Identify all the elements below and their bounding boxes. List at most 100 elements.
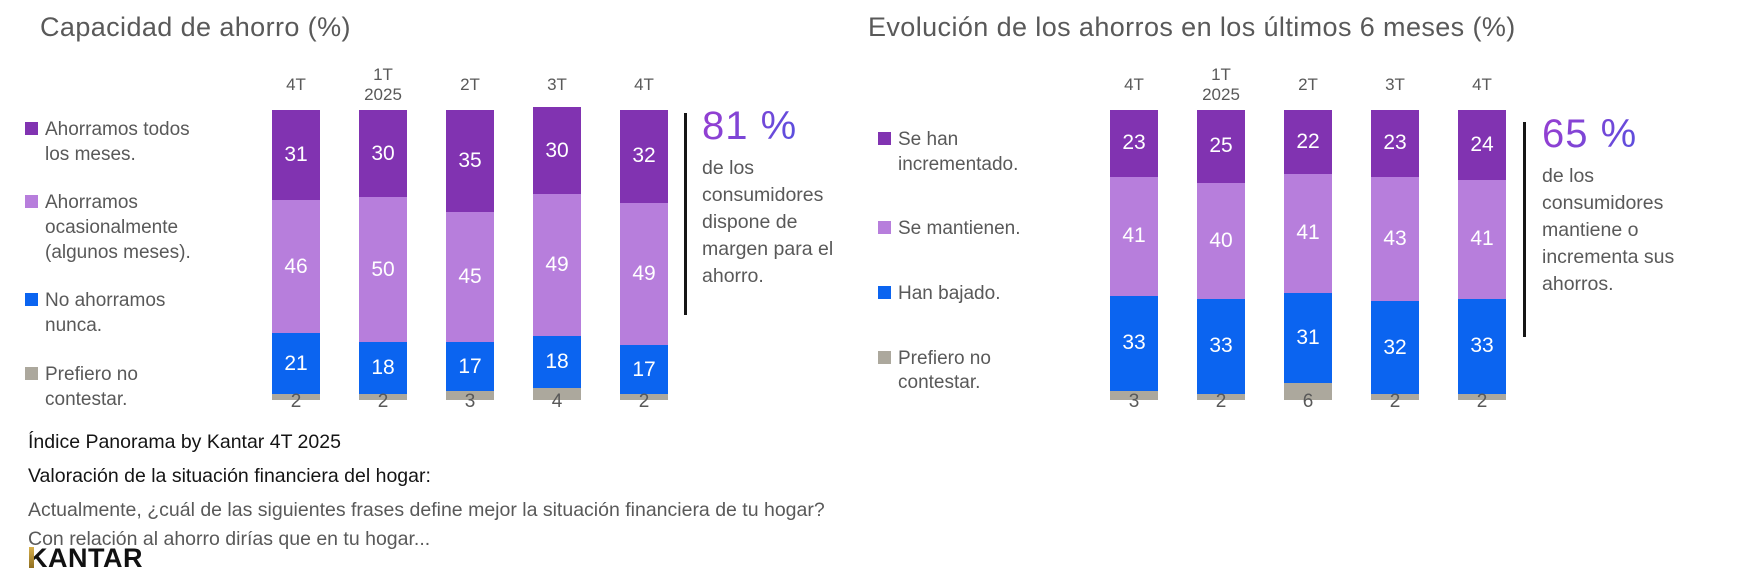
segment-value-label: 33 (1209, 334, 1233, 358)
segment-value-label-outside: 4 (551, 391, 563, 412)
segment-value-label-outside: 3 (464, 391, 476, 412)
source-title: Índice Panorama by Kantar 4T 2025 (28, 431, 341, 453)
bar-segment: 21 (272, 333, 320, 395)
segment-value-label: 35 (458, 148, 482, 172)
callout-divider-left (684, 113, 687, 315)
segment-value-label: 30 (371, 141, 395, 165)
legend-item: Prefiero no contestar. (25, 363, 203, 412)
callout-text-right: de los consumidores mantiene o increment… (1542, 165, 1675, 295)
segment-value-label: 23 (1122, 131, 1146, 155)
chart-title-evolucion: Evolución de los ahorros en los últimos … (868, 12, 1516, 42)
bar-column: 3T 30 49 18 4 (533, 60, 581, 412)
segment-value-label: 30 (545, 138, 569, 162)
legend-swatch-icon (25, 366, 38, 380)
bar-segment (1110, 391, 1158, 400)
source-question-2: Con relación al ahorro dirías que en tu … (28, 528, 431, 550)
legend-item: Prefiero no contestar. (878, 347, 1056, 396)
bar-segment: 33 (1110, 295, 1158, 392)
bar-segment (359, 394, 407, 400)
source-question-1: Actualmente, ¿cuál de las siguientes fra… (28, 499, 825, 521)
bar-segment: 33 (1458, 298, 1506, 395)
bar-segment: 35 (446, 110, 494, 212)
column-header: 3T (1385, 75, 1405, 95)
bar-segment: 17 (620, 344, 668, 395)
stacked-bar: 35 45 17 3 (446, 110, 494, 412)
bar-column: 4T 24 41 33 2 (1458, 60, 1506, 412)
stacked-bar: 32 49 17 2 (620, 110, 668, 412)
chart-title-capacidad: Capacidad de ahorro (%) (40, 12, 351, 42)
stacked-bar: 25 40 33 2 (1197, 110, 1245, 412)
stacked-bar: 23 43 32 2 (1371, 110, 1419, 412)
column-header: 2T (1298, 75, 1318, 95)
column-header: 4T (1472, 75, 1492, 95)
segment-value-label: 18 (545, 350, 569, 374)
bar-segment (1284, 382, 1332, 400)
segment-value-label: 33 (1122, 331, 1146, 355)
stacked-bar: 23 41 33 3 (1110, 110, 1158, 412)
bar-column: 4T 23 41 33 3 (1110, 60, 1158, 412)
bar-segment: 32 (1371, 301, 1419, 395)
bar-segment: 40 (1197, 182, 1245, 299)
segment-value-label: 25 (1209, 134, 1233, 158)
legend-swatch-icon (878, 132, 891, 145)
bar-segment: 33 (1197, 298, 1245, 395)
bar-column: 1T 2025 25 40 33 2 (1197, 60, 1245, 412)
bar-segment: 45 (446, 211, 494, 343)
legend-label: Prefiero no contestar. (45, 363, 138, 410)
legend-swatch-icon (878, 221, 891, 235)
legend-label: Prefiero no contestar. (898, 347, 991, 394)
bars-capacidad: 4T 31 46 21 2 1T 2025 30 50 18 2 2T 35 45 17 3 3T 30 49 18… (272, 60, 668, 412)
segment-value-label: 18 (371, 356, 395, 380)
segment-value-label: 40 (1209, 228, 1233, 252)
callout-value-left: 81 % (702, 104, 854, 149)
legend-swatch-icon (25, 122, 38, 135)
segment-value-label: 49 (545, 253, 569, 277)
bar-segment: 18 (533, 336, 581, 389)
bar-segment: 23 (1371, 110, 1419, 177)
segment-value-label-outside: 6 (1302, 391, 1314, 412)
bar-column: 4T 32 49 17 2 (620, 60, 668, 412)
segment-value-label: 41 (1296, 221, 1320, 245)
bar-segment: 49 (620, 202, 668, 345)
stacked-bar: 22 41 31 6 (1284, 110, 1332, 412)
bar-segment: 41 (1458, 179, 1506, 299)
segment-value-label: 41 (1122, 224, 1146, 248)
segment-value-label: 31 (1296, 325, 1320, 349)
legend-swatch-icon (25, 293, 38, 307)
legend-item: Han bajado. (878, 282, 1056, 307)
segment-value-label: 21 (284, 351, 308, 375)
bar-column: 1T 2025 30 50 18 2 (359, 60, 407, 412)
legend-label: Ahorramos todos los meses. (45, 119, 190, 165)
bar-segment: 32 (620, 110, 668, 203)
callout-left: 81 % de los consumidores dispone de marg… (702, 104, 854, 290)
stacked-bar: 31 46 21 2 (272, 110, 320, 412)
bar-segment: 50 (359, 197, 407, 343)
segment-value-label: 31 (284, 142, 308, 166)
segment-value-label-outside: 2 (638, 391, 650, 412)
bar-segment: 30 (533, 107, 581, 195)
legend-label: Se mantienen. (898, 218, 1021, 240)
bar-segment (620, 394, 668, 400)
column-header: 1T 2025 (364, 65, 402, 104)
source-subtitle: Valoración de la situación financiera de… (28, 465, 431, 487)
segment-value-label: 45 (458, 264, 482, 288)
kantar-logo-rest: ANTAR (48, 543, 143, 573)
bar-column: 3T 23 43 32 2 (1371, 60, 1419, 412)
bar-segment (1197, 394, 1245, 400)
legend-label: Ahorramos ocasionalmente (algunos meses)… (45, 192, 191, 263)
segment-value-label: 50 (371, 257, 395, 281)
bar-segment: 49 (533, 194, 581, 337)
bar-segment: 31 (272, 110, 320, 200)
bar-segment: 31 (1284, 292, 1332, 383)
legend-label: No ahorramos nunca. (45, 290, 166, 337)
bar-segment: 43 (1371, 176, 1419, 302)
segment-value-label: 41 (1470, 227, 1494, 251)
segment-value-label-outside: 2 (1476, 391, 1488, 412)
stacked-bar: 24 41 33 2 (1458, 110, 1506, 412)
stacked-bar: 30 49 18 4 (533, 107, 581, 412)
bar-segment (446, 391, 494, 400)
legend-swatch-icon (878, 350, 891, 364)
stacked-bar: 30 50 18 2 (359, 110, 407, 412)
kantar-logo: KANTAR (28, 543, 143, 574)
bar-segment: 41 (1284, 173, 1332, 293)
